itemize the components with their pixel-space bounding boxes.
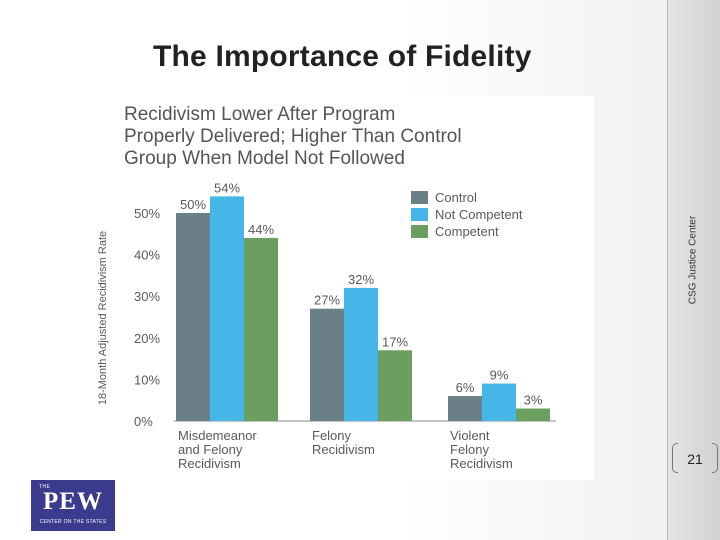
y-tick-label: 0% — [134, 414, 153, 429]
bracket-left-icon — [672, 443, 678, 473]
logo-small-text: THE — [39, 484, 51, 490]
bar-competent — [378, 350, 412, 421]
bar-value-label: 32% — [348, 272, 374, 287]
y-tick-label: 10% — [134, 372, 160, 387]
legend-swatch-competent — [411, 225, 428, 238]
side-label: CSG Justice Center — [687, 215, 699, 305]
x-category-label: Misdemeanor — [178, 428, 257, 443]
x-category-label: and Felony — [178, 442, 243, 457]
chart-title-line: Group When Model Not Followed — [124, 148, 405, 169]
y-tick-label: 20% — [134, 331, 160, 346]
bar-competent — [244, 237, 278, 421]
legend-swatch-not-competent — [411, 208, 428, 221]
legend-label: Control — [435, 190, 477, 205]
page-number-text: 21 — [687, 451, 703, 467]
bar-value-label: 50% — [180, 197, 206, 212]
bracket-right-icon — [712, 443, 718, 473]
bar-value-label: 3% — [524, 393, 543, 408]
x-category-label: Recidivism — [312, 442, 375, 457]
bar-value-label: 54% — [214, 180, 240, 195]
bar-value-label: 9% — [490, 368, 509, 383]
bar-control — [448, 396, 482, 421]
bar-value-label: 27% — [314, 293, 340, 308]
bar-value-label: 44% — [248, 222, 274, 237]
legend-swatch-control — [411, 191, 428, 204]
page-number: 21 — [672, 443, 718, 475]
bar-value-label: 6% — [456, 380, 475, 395]
x-category-label: Felony — [312, 428, 352, 443]
bar-control — [176, 213, 210, 421]
side-bar — [667, 0, 720, 540]
legend-label: Not Competent — [435, 207, 523, 222]
bar-not-competent — [344, 287, 378, 421]
x-category-label: Felony — [450, 442, 490, 457]
bar-not-competent — [210, 196, 244, 421]
bar-control — [310, 308, 344, 421]
y-tick-label: 30% — [134, 289, 160, 304]
x-category-label: Recidivism — [450, 456, 513, 471]
x-category-label: Violent — [450, 428, 490, 443]
bar-competent — [516, 408, 550, 421]
chart-title-line: Properly Delivered; Higher Than Control — [124, 126, 462, 147]
chart-image: Recidivism Lower After Program Properly D… — [94, 96, 594, 480]
x-category-label: Recidivism — [178, 456, 241, 471]
chart-title-line: Recidivism Lower After Program — [124, 104, 395, 125]
y-tick-label: 50% — [134, 206, 160, 221]
bar-not-competent — [482, 383, 516, 421]
pew-logo: THE PEW CENTER ON THE STATES — [31, 480, 115, 531]
logo-tagline: CENTER ON THE STATES — [39, 519, 107, 525]
bar-value-label: 17% — [382, 334, 408, 349]
y-tick-label: 40% — [134, 248, 160, 263]
logo-brand: PEW — [43, 488, 103, 515]
legend-label: Competent — [435, 224, 499, 239]
slide-title: The Importance of Fidelity — [153, 40, 532, 73]
y-axis-label: 18-Month Adjusted Recidivism Rate — [97, 231, 109, 405]
